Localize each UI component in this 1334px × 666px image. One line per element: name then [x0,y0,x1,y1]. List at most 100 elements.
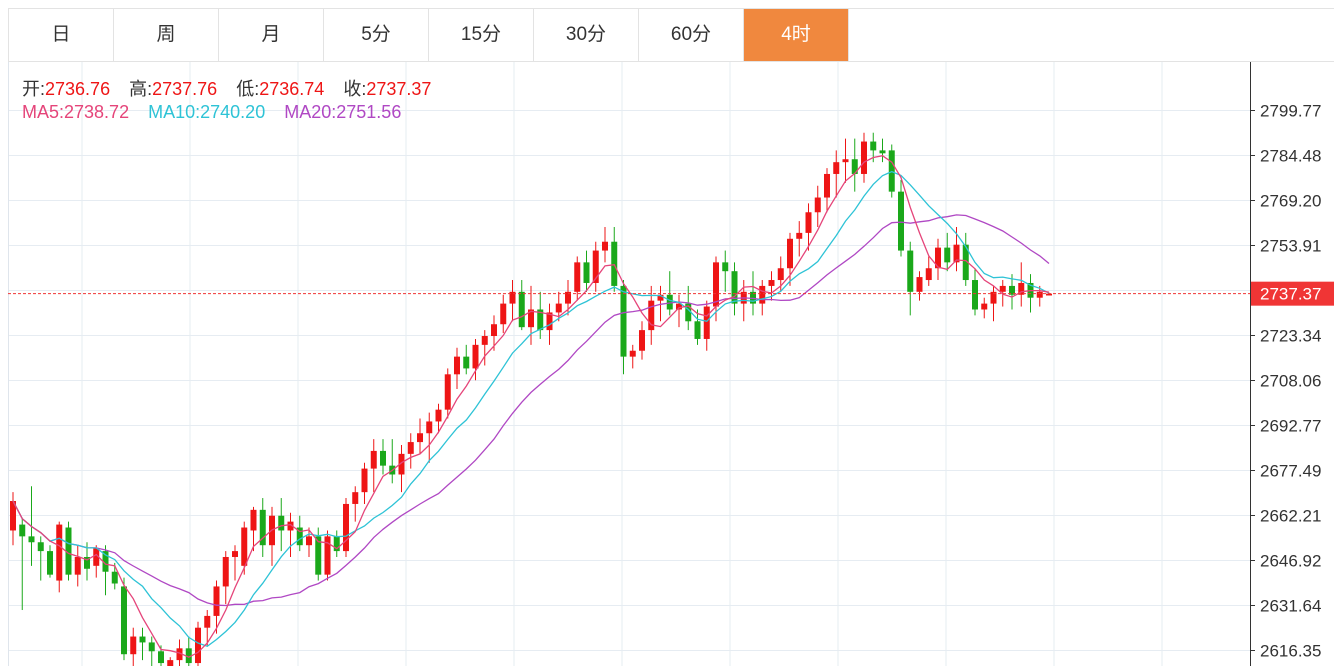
tab-15min[interactable]: 15分 [429,9,534,61]
ma10-value: 2740.20 [200,102,266,122]
candle-up [833,162,840,174]
candle-up [777,268,784,281]
y-tick-label: 2631.64 [1260,597,1321,616]
candle-up [824,173,830,198]
candle-down [962,244,969,281]
candle-up [592,250,599,283]
candle-up [555,303,562,313]
high-value: 2737.76 [152,79,218,99]
ma20-value: 2751.56 [336,102,402,122]
candle-down [278,515,285,531]
candle-up [232,551,238,557]
ma5-line [12,155,1050,658]
candle-up [130,636,137,655]
candle-down [148,642,155,652]
y-tick-label: 2753.91 [1260,237,1321,256]
candle-down [121,586,127,655]
candle-up [657,294,664,301]
tab-4hour[interactable]: 4时 [744,9,849,61]
current-price-label: 2737.37 [1260,285,1321,304]
ma20-label: MA20: [284,102,337,122]
candle-up [648,300,655,331]
candle-up [454,356,460,375]
candle-up [713,262,719,307]
candle-up [176,648,183,661]
candle-up [796,232,803,239]
tab-month[interactable]: 月 [219,9,324,61]
y-tick-label: 2708.06 [1260,372,1321,391]
candle-down [870,141,877,151]
candle-up [398,453,405,475]
candle-up [361,468,368,493]
y-tick-label: 2784.48 [1260,147,1321,166]
candle-up [195,627,201,664]
candle-down [102,551,109,572]
candle-down [333,536,340,552]
candle-down [750,291,756,304]
candle-up [241,527,248,566]
open-label: 开: [22,79,46,99]
low-label: 低: [236,79,260,99]
candle-down [620,285,627,357]
candle-down [37,542,44,552]
candle-up [842,159,849,163]
candle-up [500,303,507,325]
ma20-line [12,214,1050,607]
candle-up [204,615,211,628]
candle-up [925,268,932,281]
high-label: 高: [129,79,153,99]
candle-down [111,571,118,584]
candle-up [999,285,1006,292]
candle-up [167,660,174,666]
price-axis: 2799.772784.482769.202753.912738.622723.… [8,62,1321,666]
tab-5min[interactable]: 5分 [324,9,429,61]
candle-up [287,521,294,531]
tab-week[interactable]: 周 [114,9,219,61]
current-price-group: 2737.37 [8,281,1334,306]
candle-up [1046,293,1052,296]
candle-down [722,262,729,272]
candle-down [731,271,738,304]
candle-down [19,524,26,537]
ma10-label: MA10: [148,102,201,122]
candle-down [879,150,886,154]
candle-up [491,324,497,337]
candle-down [259,509,266,546]
candle-down [972,280,978,310]
candle-up [805,212,812,233]
candle-up [74,556,81,575]
candle-up [481,336,488,345]
y-tick-label: 2646.92 [1260,552,1321,571]
candle-down [1009,285,1015,295]
candle-up [935,247,941,269]
tab-60min[interactable]: 60分 [639,9,744,61]
candle-up [546,312,553,331]
candle-up [343,503,349,552]
candle-up [370,450,377,469]
candle-up [629,350,636,357]
candle-up [324,536,331,575]
candle-up [916,277,923,292]
candle-up [565,291,571,304]
candle-down [583,262,590,283]
candle-up [472,344,479,369]
ohlc-legend: 开:2736.76 高:2737.76 低:2736.74 收:2737.37 [22,75,431,101]
candle-up [213,586,220,616]
ma5-label: MA5: [22,102,65,122]
candle-down [685,303,692,322]
candle-up [93,548,100,566]
open-value: 2736.76 [45,79,111,99]
candle-up [602,241,608,251]
tab-30min[interactable]: 30分 [534,9,639,61]
tab-day[interactable]: 日 [9,9,114,61]
candle-up [574,262,581,292]
candle-down [611,241,618,286]
candle-down [463,356,470,369]
candle-down [84,556,90,569]
y-tick-label: 2692.77 [1260,417,1321,436]
chart-grid [8,62,1250,666]
y-tick-label: 2662.21 [1260,507,1321,526]
candle-down [65,527,72,575]
y-tick-label: 2723.34 [1260,327,1321,346]
